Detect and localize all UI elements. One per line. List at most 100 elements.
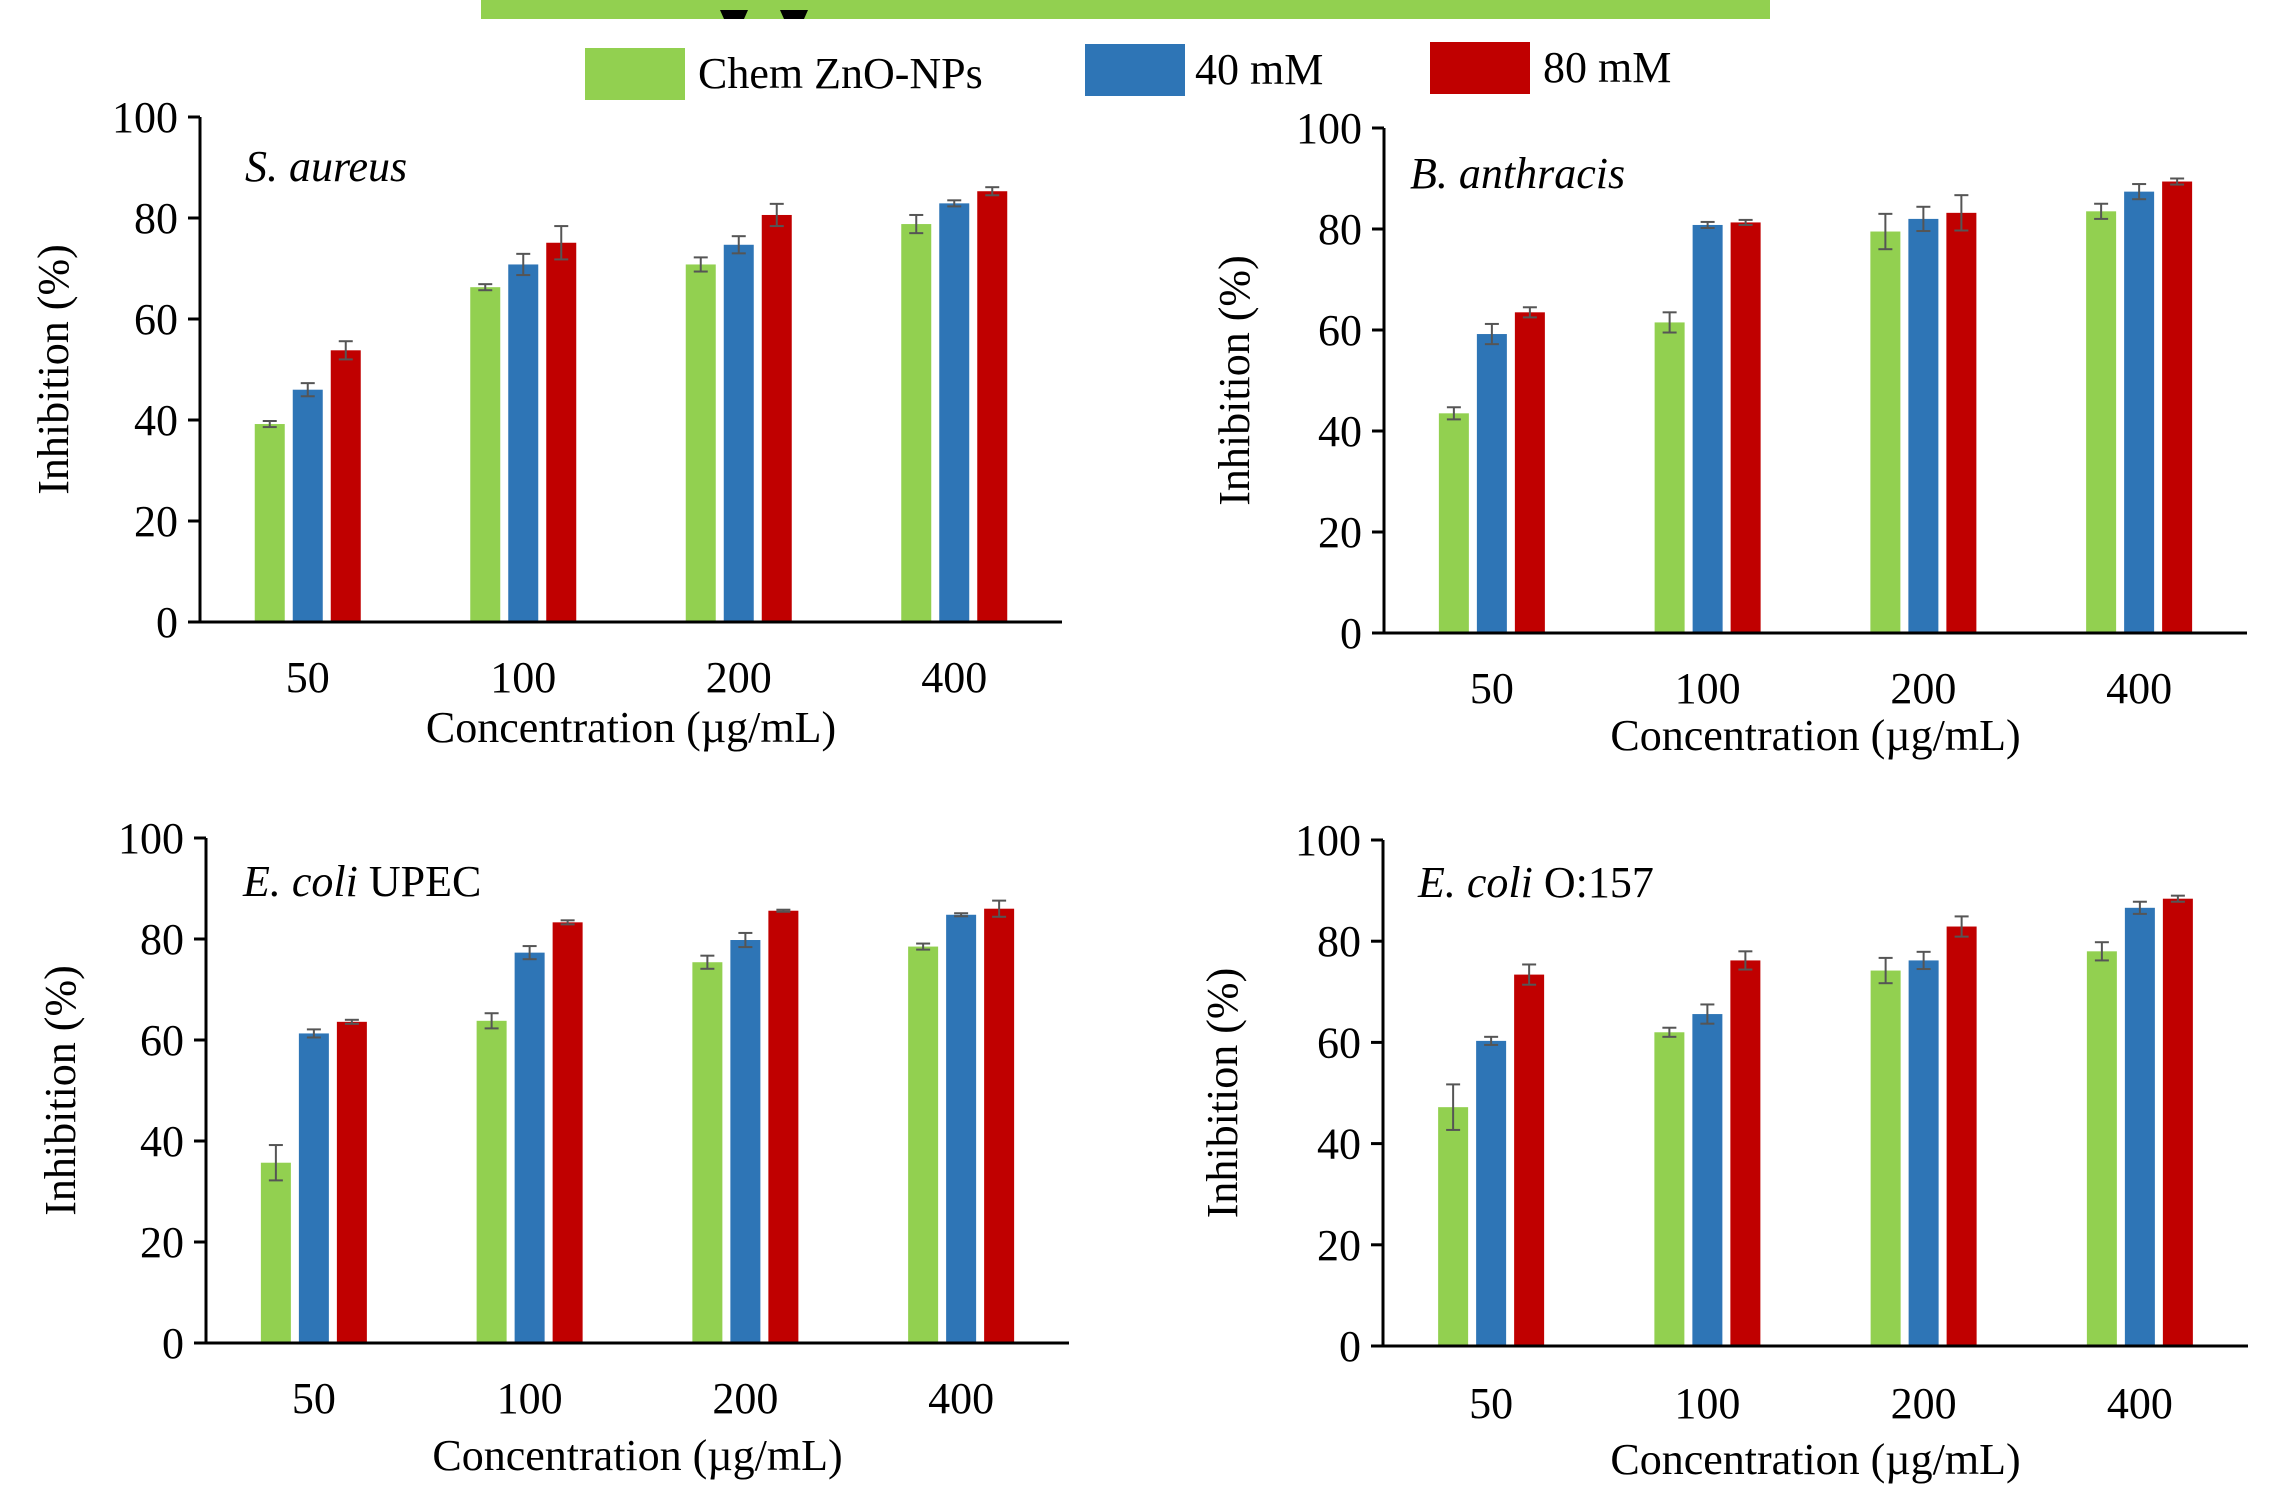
bar bbox=[977, 191, 1008, 623]
bar bbox=[260, 1162, 291, 1343]
y-tick-label: 60 bbox=[1317, 1018, 1361, 1067]
organism-label-suffix: O:157 bbox=[1533, 858, 1654, 907]
bar bbox=[514, 952, 545, 1343]
x-tick-label: 400 bbox=[921, 653, 987, 702]
y-tick-label: 60 bbox=[134, 295, 178, 344]
legend-label-chem-zno: Chem ZnO-NPs bbox=[698, 49, 983, 98]
x-axis-label: Concentration (µg/mL) bbox=[1610, 1435, 2020, 1484]
bar bbox=[1692, 224, 1723, 633]
x-tick-label: 400 bbox=[2107, 1379, 2173, 1428]
bar bbox=[723, 244, 754, 622]
bar bbox=[1654, 1032, 1685, 1346]
top-banner bbox=[481, 0, 1770, 19]
chart-panel-s-aureus: 0 20 40 60 80 100 50 100 200 400 Concentration (µg… bbox=[29, 93, 1062, 752]
y-axis-label: Inhibition (%) bbox=[1198, 968, 1247, 1219]
bar bbox=[552, 922, 583, 1343]
bar bbox=[685, 264, 716, 622]
x-tick-label: 200 bbox=[1890, 664, 1956, 713]
organism-label: S. aureus bbox=[245, 142, 407, 191]
y-tick-label: 40 bbox=[134, 396, 178, 445]
x-axis-label: Concentration (µg/mL) bbox=[432, 1431, 842, 1480]
y-tick-label: 0 bbox=[1340, 609, 1362, 658]
bar bbox=[336, 1021, 367, 1343]
legend: Chem ZnO-NPs 40 mM 80 mM bbox=[585, 42, 1671, 100]
x-tick-label: 100 bbox=[1675, 664, 1741, 713]
bar bbox=[1654, 322, 1685, 633]
y-tick-label: 20 bbox=[1317, 1221, 1361, 1270]
bar bbox=[1870, 231, 1901, 633]
bar bbox=[939, 203, 970, 623]
legend-swatch-40mm bbox=[1085, 44, 1185, 96]
bar bbox=[2124, 191, 2155, 633]
legend-swatch-chem-zno bbox=[585, 48, 685, 100]
y-tick-label: 40 bbox=[140, 1117, 184, 1166]
bar bbox=[476, 1020, 507, 1343]
y-tick-label: 100 bbox=[1296, 104, 1362, 153]
chart-panel-e-coli-upec: 0 20 40 60 80 100 50 100 200 400 Concentration (µg… bbox=[36, 814, 1069, 1480]
bar bbox=[1908, 218, 1939, 633]
bar bbox=[292, 389, 323, 622]
bar bbox=[298, 1033, 329, 1343]
x-axis-label: Concentration (µg/mL) bbox=[426, 703, 836, 752]
y-axis-label: Inhibition (%) bbox=[36, 965, 85, 1216]
bar bbox=[1730, 960, 1761, 1346]
bar bbox=[984, 908, 1015, 1343]
organism-label-italic: E. coli bbox=[1417, 858, 1533, 907]
organism-label-suffix: UPEC bbox=[358, 857, 481, 906]
bar bbox=[1514, 312, 1545, 633]
y-tick-label: 100 bbox=[118, 814, 184, 863]
x-tick-label: 50 bbox=[286, 653, 330, 702]
y-tick-label: 40 bbox=[1317, 1120, 1361, 1169]
x-tick-label: 400 bbox=[928, 1374, 994, 1423]
organism-label-italic: B. anthracis bbox=[1410, 149, 1625, 198]
bar bbox=[2086, 211, 2117, 633]
bar bbox=[254, 424, 285, 622]
y-tick-label: 0 bbox=[156, 598, 178, 647]
bar bbox=[1514, 974, 1545, 1346]
bar bbox=[1692, 1014, 1723, 1346]
legend-label-40mm: 40 mM bbox=[1195, 45, 1323, 94]
legend-label-80mm: 80 mM bbox=[1543, 43, 1671, 92]
y-tick-label: 80 bbox=[134, 194, 178, 243]
y-tick-label: 60 bbox=[140, 1016, 184, 1065]
x-tick-label: 50 bbox=[292, 1374, 336, 1423]
x-tick-label: 50 bbox=[1470, 664, 1514, 713]
bar bbox=[546, 242, 577, 622]
bar bbox=[761, 214, 792, 622]
bar bbox=[1730, 222, 1761, 633]
chart-panel-e-coli-o157: 0 20 40 60 80 100 50 100 200 400 Concentration (µg… bbox=[1198, 816, 2248, 1484]
y-tick-label: 40 bbox=[1318, 407, 1362, 456]
y-tick-label: 20 bbox=[140, 1218, 184, 1267]
bar bbox=[908, 946, 939, 1343]
bar bbox=[730, 940, 761, 1343]
x-tick-label: 100 bbox=[1674, 1379, 1740, 1428]
y-tick-label: 80 bbox=[140, 915, 184, 964]
bar bbox=[2124, 907, 2155, 1346]
bar bbox=[330, 350, 361, 622]
y-tick-label: 0 bbox=[162, 1319, 184, 1368]
bar bbox=[1438, 1107, 1469, 1346]
bar bbox=[1476, 334, 1507, 633]
bar bbox=[470, 287, 501, 622]
organism-label: E. coli O:157 bbox=[1417, 858, 1654, 907]
y-tick-label: 100 bbox=[1295, 816, 1361, 865]
bar bbox=[508, 264, 539, 622]
bar bbox=[2086, 951, 2117, 1346]
bar bbox=[901, 224, 932, 622]
top-banner-glyph bbox=[720, 10, 808, 19]
y-tick-label: 80 bbox=[1318, 205, 1362, 254]
y-axis-label: Inhibition (%) bbox=[1210, 255, 1259, 506]
bar bbox=[1908, 960, 1939, 1346]
bar bbox=[2162, 181, 2193, 633]
bar bbox=[1870, 970, 1901, 1346]
x-tick-label: 400 bbox=[2106, 664, 2172, 713]
organism-label-italic: S. aureus bbox=[245, 142, 407, 191]
bar bbox=[2162, 898, 2193, 1346]
bar bbox=[692, 962, 723, 1343]
organism-label: B. anthracis bbox=[1410, 149, 1625, 198]
x-tick-label: 200 bbox=[712, 1374, 778, 1423]
y-tick-label: 80 bbox=[1317, 917, 1361, 966]
y-tick-label: 60 bbox=[1318, 306, 1362, 355]
